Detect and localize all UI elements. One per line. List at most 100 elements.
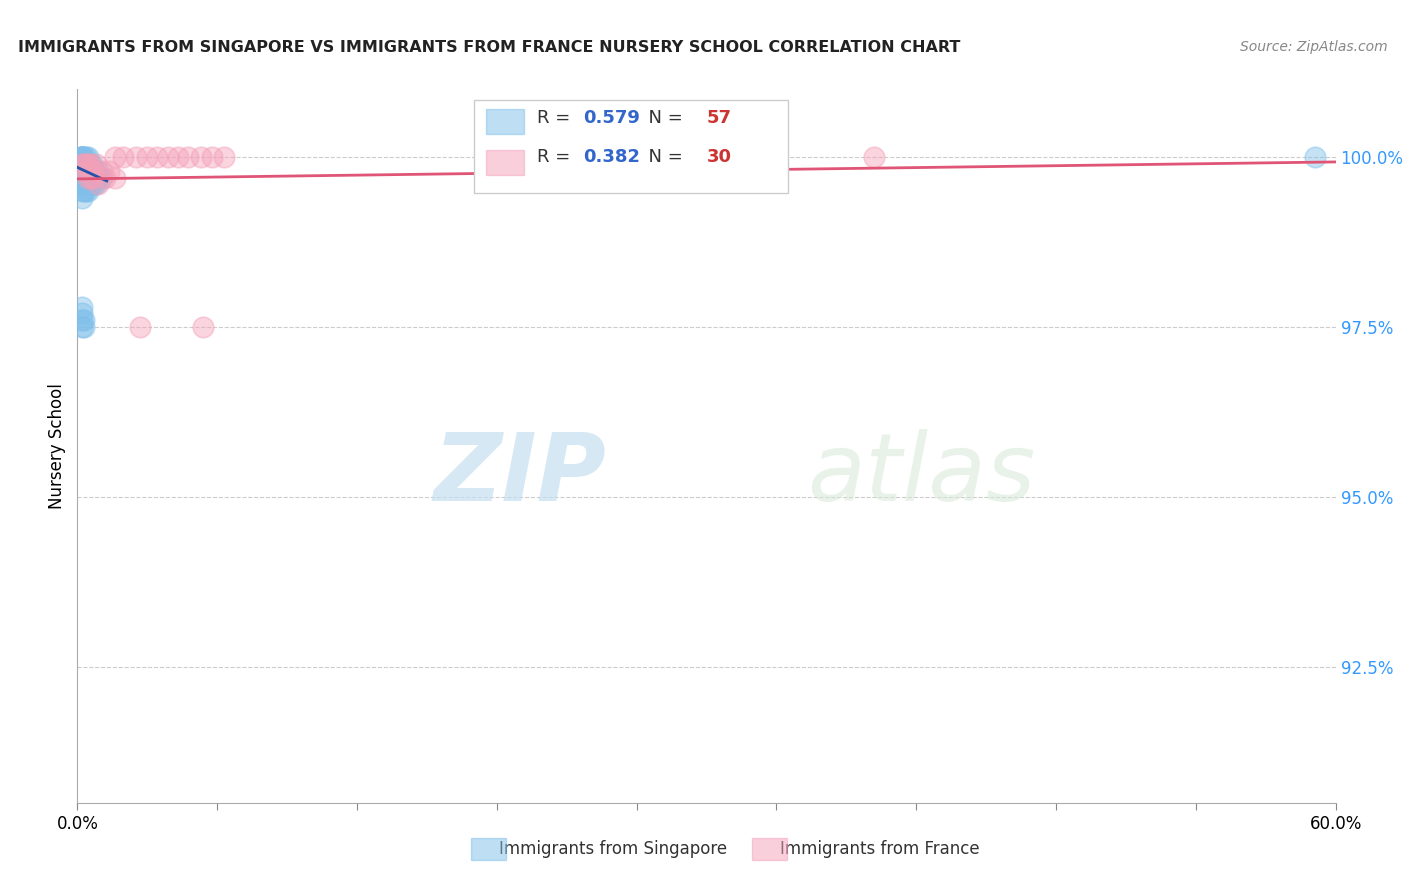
Point (70, 150, 93, 164)
Point (75, 163, 97, 178)
Text: 0.382: 0.382 (583, 148, 640, 166)
Point (167, 150, 190, 164)
Point (72, 157, 94, 171)
Point (87, 170, 110, 185)
Text: ZIP: ZIP (433, 428, 606, 521)
Point (79, 157, 101, 171)
Point (84, 178, 107, 192)
Text: N =: N = (637, 109, 689, 127)
Point (75, 163, 97, 178)
Point (146, 150, 169, 164)
Text: Immigrants from Singapore: Immigrants from Singapore (499, 840, 727, 858)
Point (72, 178, 94, 192)
Point (72, 184, 94, 198)
Point (104, 170, 127, 185)
Point (75, 170, 97, 185)
Point (75, 157, 97, 171)
Point (212, 150, 235, 164)
Y-axis label: Nursery School: Nursery School (48, 383, 66, 509)
Point (80, 163, 103, 178)
Point (70, 170, 93, 185)
Point (1303, 150, 1326, 164)
Point (112, 150, 135, 164)
Point (79, 163, 101, 178)
Point (84, 170, 107, 185)
Point (76, 184, 98, 198)
Point (75, 163, 97, 178)
Point (156, 150, 179, 164)
Point (83, 170, 105, 185)
Point (76, 163, 98, 178)
Point (70, 300, 93, 314)
Point (91, 170, 114, 185)
Point (79, 157, 101, 171)
Text: 0.579: 0.579 (583, 109, 640, 127)
Text: R =: R = (537, 109, 575, 127)
Point (91, 163, 114, 178)
Point (70, 150, 93, 164)
Text: IMMIGRANTS FROM SINGAPORE VS IMMIGRANTS FROM FRANCE NURSERY SCHOOL CORRELATION C: IMMIGRANTS FROM SINGAPORE VS IMMIGRANTS … (18, 40, 960, 55)
FancyBboxPatch shape (474, 100, 789, 193)
Point (76, 178, 98, 192)
Point (80, 170, 103, 185)
Point (79, 163, 101, 178)
Point (75, 178, 97, 192)
Point (72, 157, 94, 171)
Point (863, 150, 886, 164)
Point (70, 157, 93, 171)
Point (70, 184, 93, 198)
Point (72, 157, 94, 171)
Point (80, 178, 103, 192)
Point (70, 313, 93, 327)
Point (70, 150, 93, 164)
Point (83, 163, 105, 178)
Point (70, 150, 93, 164)
Point (75, 150, 97, 164)
Point (104, 150, 127, 164)
Point (190, 150, 212, 164)
Text: N =: N = (637, 148, 689, 166)
Point (70, 320, 93, 334)
Point (72, 150, 94, 164)
Point (89, 170, 111, 185)
Point (75, 157, 97, 171)
Point (72, 157, 94, 171)
Point (76, 157, 98, 171)
Point (70, 157, 93, 171)
Point (76, 150, 98, 164)
Point (125, 150, 148, 164)
Point (84, 163, 107, 178)
Point (87, 178, 110, 192)
Point (80, 163, 103, 178)
Point (72, 313, 94, 327)
Bar (486, 109, 524, 134)
Point (200, 150, 222, 164)
Point (97, 163, 120, 178)
Point (70, 150, 93, 164)
Point (70, 178, 93, 192)
Text: 57: 57 (707, 109, 731, 127)
Point (83, 170, 105, 185)
Text: atlas: atlas (807, 429, 1035, 520)
Point (76, 170, 98, 185)
Text: Source: ZipAtlas.com: Source: ZipAtlas.com (1240, 40, 1388, 54)
Point (129, 320, 152, 334)
Point (83, 178, 105, 192)
Point (70, 150, 93, 164)
Bar (486, 150, 524, 175)
Text: 30: 30 (707, 148, 731, 166)
Point (72, 170, 94, 185)
Point (72, 157, 94, 171)
Point (84, 157, 107, 171)
Point (70, 150, 93, 164)
Point (135, 150, 157, 164)
Point (191, 320, 215, 334)
Point (80, 157, 103, 171)
Point (79, 170, 101, 185)
Point (93, 170, 115, 185)
Point (79, 178, 101, 192)
Point (75, 184, 97, 198)
Text: R =: R = (537, 148, 575, 166)
Text: Immigrants from France: Immigrants from France (780, 840, 980, 858)
Point (87, 163, 110, 178)
